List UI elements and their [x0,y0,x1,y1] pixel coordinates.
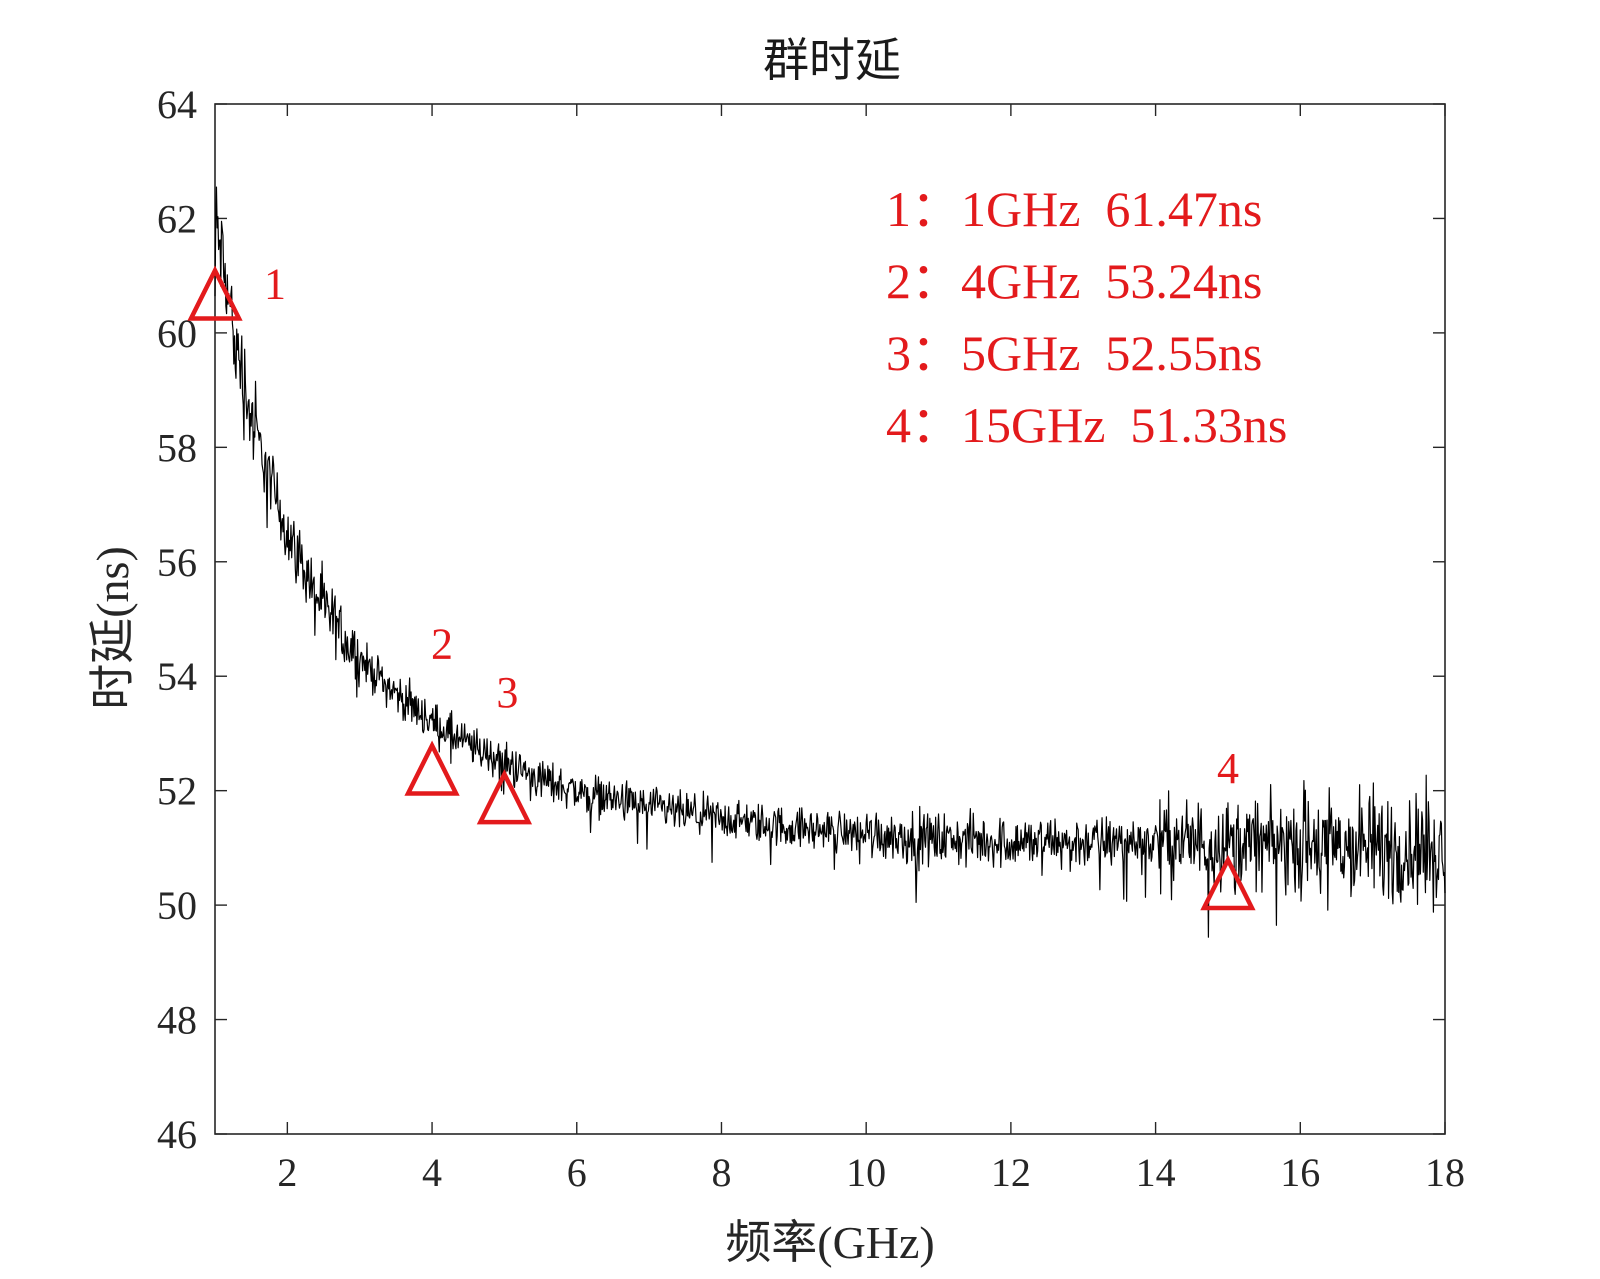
y-axis-label: 时延(ns) [87,546,138,710]
marker-triangle-1 [187,265,243,321]
x-tick-label: 10 [846,1150,886,1195]
y-tick-label: 52 [157,769,197,814]
marker-label-2: 2 [431,620,453,669]
marker-triangle-3 [476,769,533,825]
x-tick-label: 2 [277,1150,297,1195]
x-tick-label: 18 [1425,1150,1465,1195]
y-tick-label: 62 [157,196,197,241]
marker-triangle-2 [404,740,460,796]
marker-label-1: 1 [264,260,286,309]
legend-entry-2: 2：4GHz 53.24ns [886,253,1262,309]
x-axis-label: 频率(GHz) [725,1217,935,1268]
x-tick-label: 6 [567,1150,587,1195]
legend-entry-1: 1：1GHz 61.47ns [886,181,1262,237]
x-tick-label: 8 [711,1150,731,1195]
chart-title: 群时延 [763,35,901,86]
group-delay-line [214,186,1446,938]
axes-frame [214,103,1446,1135]
x-tick-label: 12 [991,1150,1031,1195]
y-tick-label: 50 [157,883,197,928]
y-tick-label: 48 [157,998,197,1043]
x-tick-label: 14 [1136,1150,1176,1195]
marker-label-4: 4 [1217,744,1239,793]
x-tick-label: 16 [1280,1150,1320,1195]
x-tick-label: 4 [422,1150,442,1195]
y-tick-label: 54 [157,654,197,699]
y-tick-label: 46 [157,1112,197,1157]
y-tick-label: 56 [157,540,197,585]
marker-triangle-4 [1200,854,1256,911]
marker-label-3: 3 [496,668,518,717]
legend: 1：1GHz 61.47ns 2：4GHz 53.24ns 3：5GHz 52.… [886,181,1287,453]
legend-entry-3: 3：5GHz 52.55ns [886,325,1262,381]
legend-entry-4: 4：15GHz 51.33ns [886,397,1287,453]
y-tick-label: 58 [157,425,197,470]
y-tick-label: 64 [157,82,197,127]
